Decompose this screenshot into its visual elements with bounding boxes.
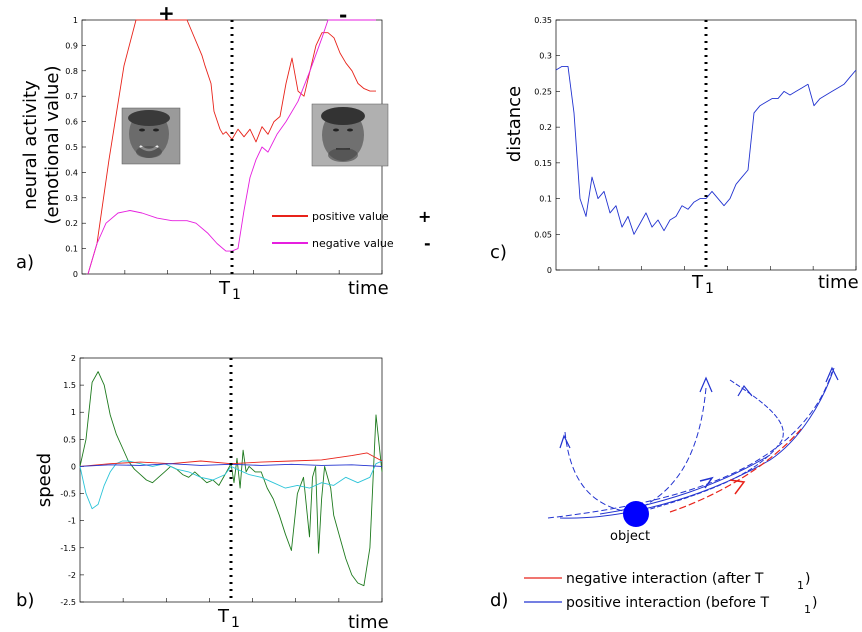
- panel-a-y-ticks: 0 0.1 0.2 0.3 0.4 0.5 0.6 0.7 0.8 0.9 1: [65, 16, 383, 279]
- series-line-2: [79, 452, 383, 467]
- legend-negative-sign: -: [424, 234, 431, 253]
- panel-a-ylabel-line2: (emotional value): [42, 65, 63, 224]
- y-tick-label: 0.05: [534, 230, 552, 239]
- panel-c: 0 0.05 0.1 0.15 0.2 0.25 0.3 0.35 c) distance T…: [490, 16, 859, 297]
- panel-b-label: b): [16, 590, 34, 611]
- y-tick-label: -1.5: [60, 544, 76, 553]
- y-tick-label: 0.7: [65, 92, 78, 101]
- y-tick-label: 0.2: [65, 219, 78, 228]
- y-tick-label: 0.25: [534, 87, 552, 96]
- y-tick-label: -2: [68, 571, 76, 580]
- y-tick-label: 0.1: [65, 245, 78, 254]
- panel-b-xlabel: time: [348, 612, 389, 632]
- panel-c-label: c): [490, 242, 507, 263]
- panel-c-t-label: T: [691, 272, 704, 293]
- panel-c-y-ticks: 0 0.05 0.1 0.15 0.2 0.25 0.3 0.35: [534, 16, 857, 275]
- y-tick-label: 2: [71, 354, 76, 363]
- panel-c-xlabel: time: [818, 272, 859, 293]
- legend-positive-interaction-close: ): [812, 595, 817, 611]
- series-line-0: [555, 65, 857, 235]
- y-tick-label: 0.1: [539, 195, 552, 204]
- y-tick-label: 1: [73, 16, 78, 25]
- y-tick-label: 0: [71, 462, 76, 471]
- y-tick-label: 0.5: [65, 143, 78, 152]
- panel-b: -2.5 -2 -1.5 -1 -0.5 0 0.5 1 1.5 2 b) speed T 1 t…: [16, 354, 389, 632]
- panel-c-series: [555, 65, 857, 235]
- panel-a-minus-sign: -: [339, 3, 347, 27]
- panel-d-label: d): [490, 590, 508, 611]
- panel-a-xlabel: time: [348, 278, 389, 299]
- y-tick-label: -0.5: [60, 490, 76, 499]
- panel-a-series: [87, 19, 376, 275]
- y-tick-label: 0.15: [534, 159, 552, 168]
- y-tick-label: 0.6: [65, 118, 78, 127]
- panel-a-plus-sign: +: [158, 1, 175, 25]
- panel-a-t-sub: 1: [232, 287, 241, 303]
- legend-negative-label: negative value: [312, 237, 394, 250]
- legend-positive-sign: +: [418, 207, 431, 226]
- y-tick-label: -2.5: [60, 598, 76, 607]
- y-tick-label: 0.3: [65, 194, 78, 203]
- legend-negative-interaction-label: negative interaction (after T: [566, 571, 764, 587]
- y-tick-label: 1.5: [63, 381, 76, 390]
- y-tick-label: 0: [547, 266, 552, 275]
- neutral-face-photo: [311, 103, 389, 167]
- y-tick-label: 0.8: [65, 67, 78, 76]
- panel-c-frame: [555, 19, 857, 271]
- object-marker: [623, 501, 649, 527]
- panel-b-t-sub: 1: [231, 615, 240, 631]
- trajectory-paths: [547, 366, 839, 519]
- smiling-face-photo: [121, 107, 181, 165]
- legend-positive-interaction-label: positive interaction (before T: [566, 595, 769, 611]
- panel-a-t-label: T: [218, 278, 231, 299]
- legend-negative-interaction-close: ): [805, 571, 810, 587]
- series-line-negative-value: [87, 19, 376, 275]
- y-tick-label: 0: [73, 270, 78, 279]
- legend-positive-interaction-sub: 1: [804, 603, 811, 616]
- panel-b-y-ticks: -2.5 -2 -1.5 -1 -0.5 0 0.5 1 1.5 2: [60, 354, 383, 607]
- object-label: object: [610, 529, 650, 544]
- panel-a-ylabel-line1: neural activity: [20, 80, 41, 210]
- panel-c-t-sub: 1: [705, 281, 714, 297]
- series-line-0: [79, 371, 383, 587]
- y-tick-label: 0.35: [534, 16, 552, 25]
- panel-a-label: a): [16, 252, 34, 273]
- y-tick-label: -1: [68, 517, 76, 526]
- y-tick-label: 1: [71, 408, 76, 417]
- y-tick-label: 0.4: [65, 168, 78, 177]
- panel-a: 0 0.1 0.2 0.3 0.4 0.5 0.6 0.7 0.8 0.9 1 + -: [16, 1, 431, 303]
- y-tick-label: 0.2: [539, 123, 552, 132]
- y-tick-label: 0.9: [65, 41, 78, 50]
- panel-d: object negative interaction (after T 1 )…: [490, 366, 839, 616]
- panel-b-ylabel: speed: [34, 453, 55, 507]
- panel-c-ylabel: distance: [504, 86, 525, 162]
- series-line-positive-value: [87, 19, 376, 275]
- legend-negative-interaction-sub: 1: [797, 579, 804, 592]
- panel-b-t-label: T: [217, 606, 230, 627]
- series-line-1: [79, 460, 383, 510]
- y-tick-label: 0.3: [539, 52, 552, 61]
- y-tick-label: 0.5: [63, 435, 76, 444]
- legend-positive-label: positive value: [312, 210, 389, 223]
